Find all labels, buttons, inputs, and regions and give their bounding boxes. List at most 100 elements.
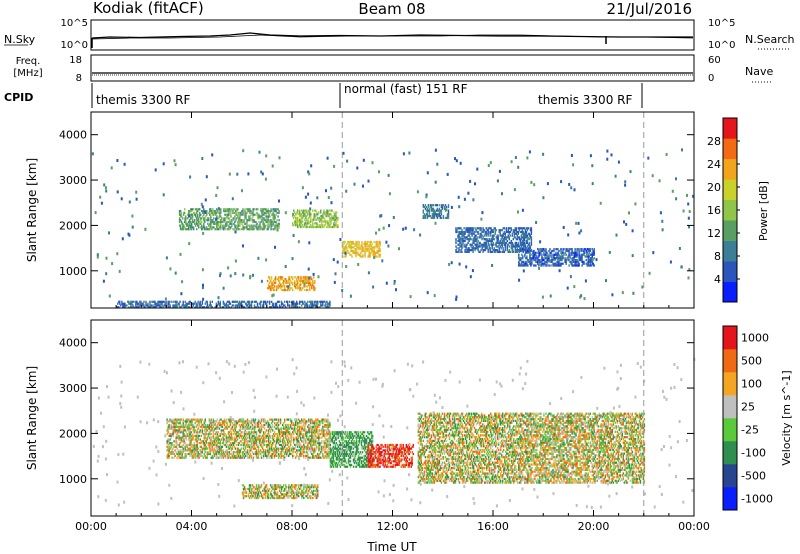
scatter-cell (277, 222, 279, 225)
scatter-cell (206, 213, 208, 216)
scatter-cell (231, 208, 233, 211)
scatter-cell (485, 245, 487, 248)
scatter-cell (190, 431, 192, 434)
scatter-cell (247, 210, 249, 213)
scatter-cell (557, 251, 559, 254)
scatter-cell (293, 423, 295, 427)
scatter-cell (299, 211, 301, 214)
scatter-cell (210, 456, 213, 459)
scatter-cell (480, 229, 482, 232)
scatter-cell (335, 215, 337, 218)
scatter-cell (169, 306, 171, 309)
scatter-cell (140, 302, 142, 305)
scatter-cell (238, 452, 241, 456)
scatter-cell (436, 209, 439, 212)
scatter-cell (375, 240, 377, 244)
scatter-cell (229, 443, 232, 447)
scatter-cell (158, 300, 160, 303)
scatter-cell (195, 431, 197, 434)
scatter-cell (314, 287, 316, 290)
scatter-cell (331, 225, 333, 229)
scatter-cell (303, 278, 305, 281)
scatter-cell (301, 220, 303, 223)
scatter-cell (350, 246, 352, 249)
scatter-cell (249, 217, 251, 220)
scatter-cell (585, 262, 587, 265)
scatter-cell (523, 241, 526, 245)
scatter-cell (321, 224, 323, 227)
scatter-cell (287, 302, 289, 305)
scatter-cell (270, 449, 273, 452)
scatter-cell (260, 208, 262, 211)
scatter-cell (219, 454, 222, 458)
scatter-cell (575, 260, 577, 264)
scatter-cell (177, 452, 179, 456)
scatter-cell (438, 213, 441, 216)
scatter-cell (525, 257, 527, 260)
scatter-cell (560, 259, 562, 262)
scatter-cell (180, 215, 183, 218)
scatter-cell (243, 211, 245, 215)
scatter-cell (436, 216, 439, 220)
scatter-cell (225, 222, 227, 225)
scatter-cell (324, 218, 326, 221)
scatter-cell (199, 213, 201, 216)
scatter-cell (232, 211, 234, 215)
scatter-cell (208, 219, 210, 222)
scatter-cell (493, 250, 495, 254)
scatter-cell (373, 256, 376, 259)
power-colorbar-label: Power [dB] (757, 181, 770, 241)
scatter-cell (243, 300, 246, 303)
scatter-cell (507, 250, 510, 254)
scatter-cell (252, 434, 255, 438)
scatter-cell (230, 438, 233, 441)
scatter-cell (466, 230, 468, 234)
scatter-cell (309, 279, 311, 283)
scatter-cell (196, 219, 198, 222)
scatter-cell (516, 250, 519, 254)
scatter-cell (215, 425, 218, 428)
scatter-cell (213, 210, 215, 213)
scatter-cell (458, 243, 460, 246)
scatter-cell (342, 244, 344, 247)
scatter-cell (248, 445, 251, 448)
scatter-cell (489, 234, 491, 237)
scatter-cell (278, 440, 281, 443)
scatter-cell (203, 436, 206, 439)
scatter-cell (184, 429, 186, 432)
scatter-cell (292, 222, 294, 225)
scatter-cell (235, 434, 238, 438)
scatter-cell (590, 260, 592, 264)
scatter-cell (220, 226, 222, 229)
scatter-cell (461, 230, 463, 234)
scatter-cell (307, 225, 309, 229)
scatter-cell (205, 215, 207, 218)
scatter-cell (520, 264, 522, 267)
scatter-cell (176, 456, 178, 459)
scatter-cell (284, 440, 286, 443)
scatter-cell (135, 190, 138, 194)
scatter-cell (440, 213, 443, 216)
scatter-cell (428, 215, 431, 218)
scatter-cell (355, 255, 357, 258)
scatter-cell (262, 440, 265, 443)
scatter-cell (471, 229, 473, 232)
scatter-cell (166, 449, 168, 452)
scatter-cell (593, 248, 595, 251)
scatter-cell (194, 418, 196, 421)
scatter-cell (209, 443, 212, 447)
scatter-cell (186, 434, 188, 438)
scatter-cell (326, 209, 328, 212)
scatter-cell (259, 452, 262, 456)
scatter-cell (231, 454, 234, 458)
scatter-cell (241, 304, 244, 307)
scatter-cell (274, 449, 277, 452)
scatter-cell (508, 227, 511, 230)
scatter-cell (273, 422, 276, 425)
scatter-cell (193, 443, 195, 447)
scatter-cell (264, 300, 267, 303)
scatter-cell (257, 423, 260, 427)
scatter-cell (180, 228, 183, 231)
scatter-cell (229, 208, 231, 211)
scatter-cell (121, 237, 124, 241)
